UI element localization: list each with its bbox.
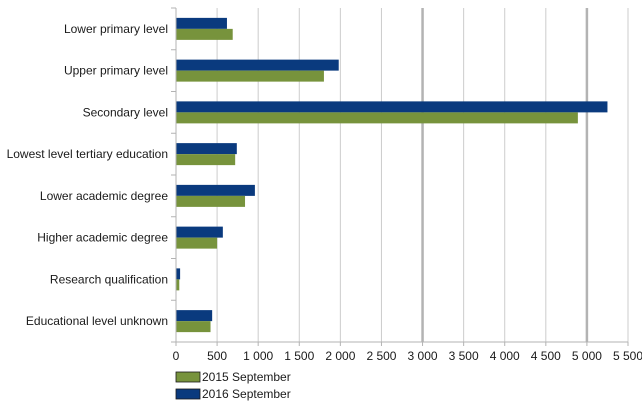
category-label: Secondary level (83, 105, 168, 119)
category-label: Lower academic degree (40, 189, 168, 203)
x-tick-label: 5 500 (613, 349, 642, 363)
bar-2015-september (176, 112, 578, 124)
bar-2015-september (176, 70, 324, 82)
category-label: Upper primary level (64, 64, 168, 78)
x-tick-label: 2 000 (325, 349, 355, 363)
x-tick-label: 1 000 (243, 349, 273, 363)
bar-2015-september (176, 28, 233, 40)
category-label: Lowest level tertiary education (7, 147, 168, 161)
grid (216, 8, 629, 342)
category-label: Lower primary level (64, 22, 168, 36)
bar-2016-september (176, 268, 181, 280)
category-label: Educational level unknown (26, 314, 168, 328)
legend-label: 2015 September (202, 370, 291, 384)
x-axis: 0 500 1 000 1 500 2 000 2 500 3 000 3 500 4 000 4… (171, 7, 642, 363)
bars (176, 17, 608, 333)
bar-2015-september (176, 321, 211, 333)
category-label: Research qualification (50, 272, 168, 286)
legend: 2015 September 2016 September (175, 370, 291, 401)
x-tick-label: 1 500 (284, 349, 314, 363)
legend-swatch (175, 388, 201, 400)
bar-2016-september (176, 310, 213, 322)
category-labels: Lower primary level Upper primary level Se… (7, 22, 169, 328)
x-tick-label: 2 500 (366, 349, 396, 363)
category-label: Higher academic degree (37, 231, 168, 245)
bar-2016-september (176, 226, 223, 238)
x-tick-label: 5 000 (572, 349, 602, 363)
bar-2015-september (176, 279, 180, 291)
bar-2015-september (176, 154, 236, 166)
legend-swatch (175, 371, 201, 383)
x-tick-label: 0 (173, 349, 180, 363)
legend-label: 2016 September (202, 387, 291, 401)
bar-2016-september (176, 101, 608, 113)
bar-2016-september (176, 59, 339, 71)
bar-2015-september (176, 237, 218, 249)
x-tick-label: 3 500 (449, 349, 479, 363)
x-tick-label: 500 (207, 349, 227, 363)
bar-2016-september (176, 17, 227, 29)
x-tick-label: 4 500 (531, 349, 561, 363)
x-tick-label: 4 000 (490, 349, 520, 363)
bar-2016-september (176, 184, 255, 196)
bar-2016-september (176, 143, 237, 155)
x-tick-label: 3 000 (408, 349, 438, 363)
bar-2015-september (176, 195, 246, 207)
